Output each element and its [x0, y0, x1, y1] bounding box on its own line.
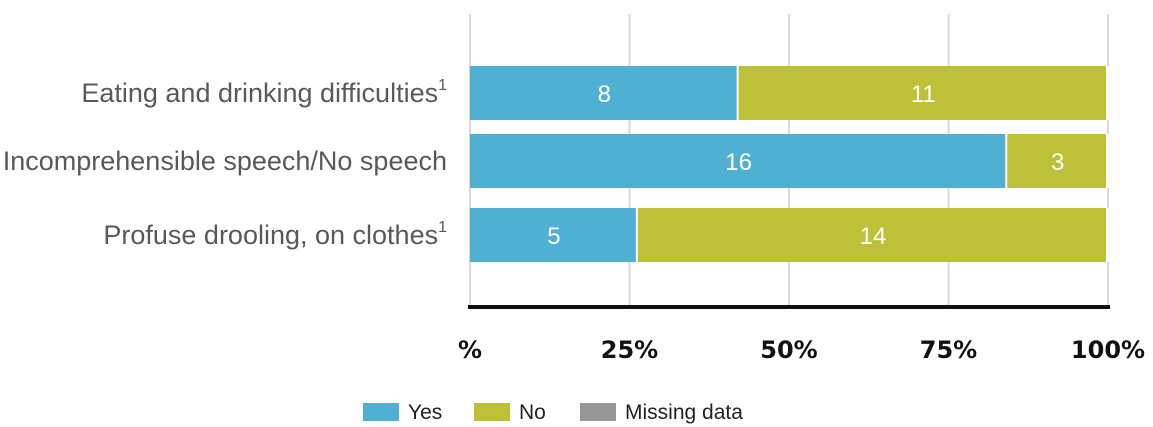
bar-segment-yes	[470, 66, 739, 120]
legend-label: Yes	[408, 401, 442, 424]
x-tick-label: 100%	[1071, 336, 1145, 364]
x-tick-label: 25%	[601, 336, 658, 364]
bar-value-label: 8	[598, 81, 611, 108]
category-label: Eating and drinking difficulties1	[81, 77, 447, 108]
bar-segment-yes	[470, 134, 1008, 188]
x-tick-label: 50%	[760, 336, 817, 364]
bar-value-label: 3	[1051, 149, 1064, 176]
category-label: Profuse drooling, on clothes1	[103, 219, 447, 250]
bar-value-label: 16	[725, 149, 752, 176]
bar-value-label: 11	[911, 81, 936, 108]
legend-swatch-no	[474, 403, 510, 421]
legend-swatch-missing-data	[580, 403, 616, 421]
bar-segment-no	[637, 208, 1108, 262]
legend-swatch-yes	[363, 403, 399, 421]
legend-label: No	[519, 401, 546, 424]
bar-segment-no	[1007, 134, 1108, 188]
category-label: Incomprehensible speech/No speech	[3, 146, 447, 176]
bar-segment-no	[738, 66, 1108, 120]
bar-value-label: 14	[860, 223, 887, 250]
legend-label: Missing data	[625, 401, 743, 424]
x-tick-label: %	[458, 336, 482, 364]
x-tick-label: 75%	[920, 336, 977, 364]
bar-segment-yes	[470, 208, 638, 262]
bar-value-label: 5	[547, 223, 560, 250]
